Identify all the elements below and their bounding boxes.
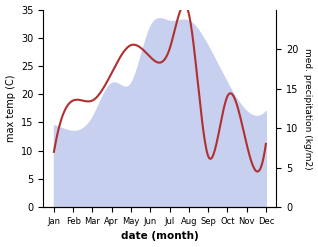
Y-axis label: med. precipitation (kg/m2): med. precipitation (kg/m2) xyxy=(303,48,313,169)
X-axis label: date (month): date (month) xyxy=(121,231,199,242)
Y-axis label: max temp (C): max temp (C) xyxy=(5,75,16,142)
